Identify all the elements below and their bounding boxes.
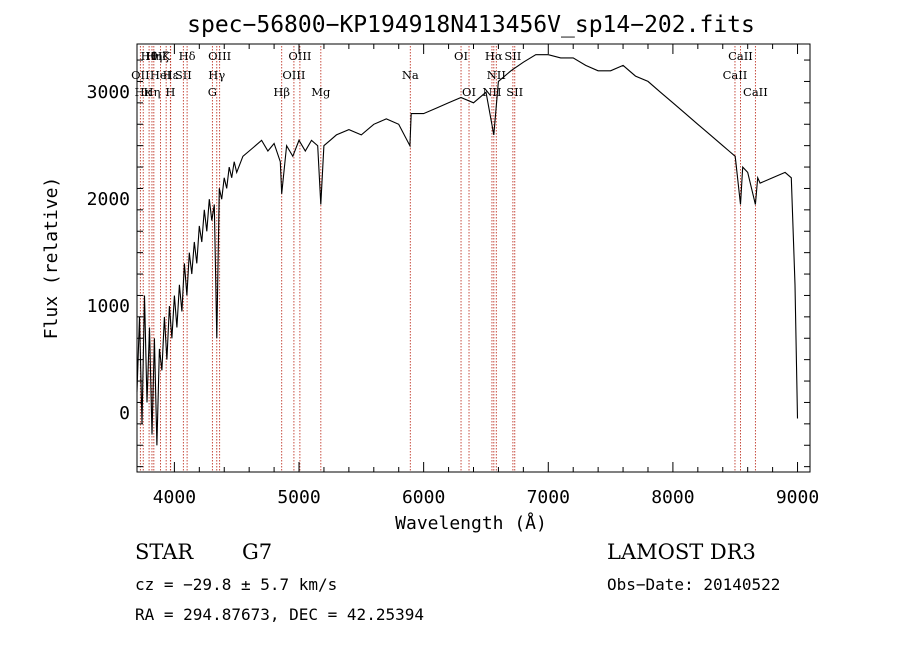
x-axis-label: Wavelength (Å) — [395, 512, 547, 534]
y-axis-ticks: 0 1000 2000 3000 — [87, 59, 810, 468]
x-tick-label: 5000 — [277, 487, 320, 508]
line-label: SII — [504, 49, 521, 63]
object-subclass: G7 — [242, 540, 273, 564]
line-label: OII — [131, 68, 150, 82]
line-label: Hη — [145, 49, 162, 63]
line-label: SII — [506, 85, 523, 99]
x-tick-label: 7000 — [527, 487, 570, 508]
y-tick-label: 2000 — [87, 189, 130, 210]
object-class: STAR — [135, 540, 194, 564]
x-tick-label: 9000 — [776, 487, 819, 508]
y-axis-label: Flux (relative) — [41, 177, 62, 340]
line-label: Hε — [163, 68, 179, 82]
line-label: OI — [454, 49, 468, 63]
x-tick-label: 4000 — [153, 487, 196, 508]
line-label: Hζ — [152, 49, 168, 63]
line-label: Hγ — [208, 68, 225, 82]
line-label: OIII — [208, 49, 231, 63]
line-label: Hη — [143, 85, 160, 99]
x-tick-label: 6000 — [402, 487, 445, 508]
line-label: NII — [487, 68, 506, 82]
survey-name: LAMOST DR3 — [607, 540, 756, 564]
y-tick-label: 1000 — [87, 296, 130, 317]
y-tick-label: 3000 — [87, 82, 130, 103]
spectrum-line — [136, 54, 799, 446]
line-label: Hα — [485, 49, 503, 63]
line-label: H — [165, 85, 175, 99]
line-label: G — [208, 85, 217, 99]
line-label: OIII — [282, 68, 305, 82]
line-label: CaII — [728, 49, 753, 63]
chart-title: spec−56800−KP194918N413456V_sp14−202.fit… — [187, 12, 755, 38]
line-label: K — [162, 49, 171, 63]
line-label: Mg — [311, 85, 331, 99]
redshift-text: cz = −29.8 ± 5.7 km/s — [135, 575, 338, 594]
line-label: Hβ — [273, 85, 290, 99]
y-tick-label: 0 — [119, 403, 130, 424]
line-label: SII — [175, 68, 192, 82]
obs-date: Obs−Date: 20140522 — [607, 575, 781, 594]
line-label: CaII — [743, 85, 768, 99]
line-label: Na — [402, 68, 419, 82]
line-label: Hκ — [135, 85, 153, 99]
line-label: NII — [482, 85, 501, 99]
x-tick-label: 8000 — [651, 487, 694, 508]
line-label: Hθ — [141, 49, 158, 63]
line-label: CaII — [723, 68, 748, 82]
line-label: OIII — [288, 49, 311, 63]
line-label: OI — [462, 85, 476, 99]
plot-frame — [136, 43, 811, 473]
line-label: HeI — [150, 68, 171, 82]
emission-line-markers — [139, 46, 756, 471]
coordinates: RA = 294.87673, DEC = 42.25394 — [135, 605, 424, 624]
line-label: Hδ — [179, 49, 196, 63]
x-axis-ticks: 4000 5000 6000 7000 8000 9000 — [153, 44, 819, 508]
